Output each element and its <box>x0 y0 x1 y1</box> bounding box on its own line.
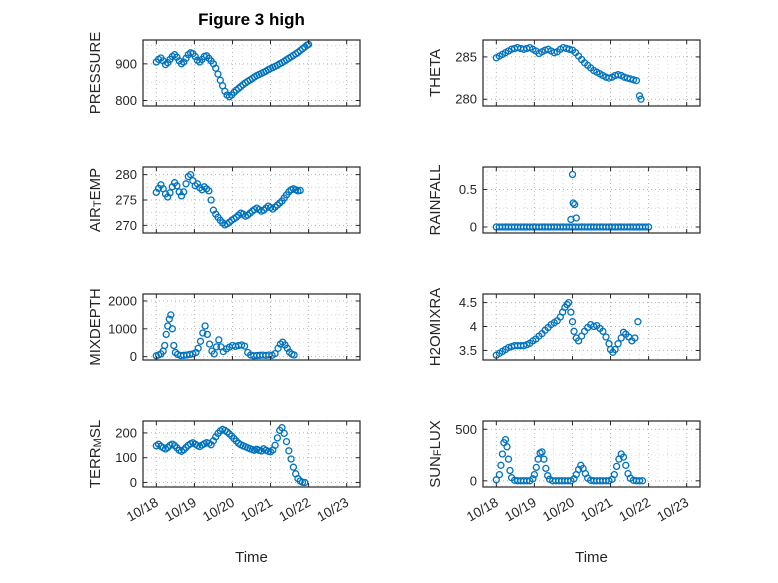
y-tick-label: 4 <box>470 319 477 334</box>
subplot-air-temp: 270 275 280 AIRTEMP <box>87 166 361 234</box>
x-tick-label: 10/18 <box>124 495 161 525</box>
scatter-series-h2omixra <box>492 298 642 359</box>
x-tick-label: 10/20 <box>540 495 577 525</box>
scatter-series-sun-flux <box>492 435 647 485</box>
time-label-left: Time <box>235 549 268 566</box>
figure-title: Figure 3 high <box>198 10 305 29</box>
y-tick-label: 0 <box>130 349 137 364</box>
x-tick-label: 10/18 <box>464 495 501 525</box>
grid-lines <box>143 421 360 487</box>
scatter-series-rainfall <box>492 170 653 231</box>
y-tick-label: 280 <box>115 167 137 182</box>
grid-lines <box>483 40 700 106</box>
axis-box <box>482 39 701 107</box>
time-label-right: Time <box>575 549 608 566</box>
subplot-h2omixra: 3.5 4 4.5 H2OMIXRA <box>427 288 701 366</box>
y-axis-label-theta: THETA <box>427 49 444 97</box>
tick-marks <box>483 40 700 106</box>
axis-box <box>482 420 701 488</box>
y-tick-label: 3.5 <box>459 343 477 358</box>
axis-box <box>142 39 361 107</box>
y-tick-label: 280 <box>455 92 477 107</box>
y-tick-label: 0 <box>470 473 477 488</box>
x-tick-label: 10/23 <box>314 495 351 525</box>
y-tick-label: 4.5 <box>459 295 477 310</box>
subplot-rainfall: 0 0.5 RAINFALL <box>427 165 701 236</box>
y-axis-label-mixdepth: MIXDEPTH <box>87 288 104 366</box>
x-tick-label: 10/22 <box>616 495 653 525</box>
subplot-theta: 280 285 THETA <box>427 39 701 107</box>
x-tick-label: 10/20 <box>200 495 237 525</box>
y-tick-label: 270 <box>115 218 137 233</box>
y-tick-label: 285 <box>455 49 477 64</box>
subplot-pressure: 800 900 PRESSURE <box>87 32 361 115</box>
scatter-series-pressure <box>152 40 313 101</box>
x-tick-label: 10/19 <box>502 495 539 525</box>
y-axis-label-air-temp: AIRTEMP <box>87 168 105 232</box>
y-tick-label: 275 <box>115 193 137 208</box>
scatter-series-theta <box>492 43 645 103</box>
y-tick-label: 500 <box>455 422 477 437</box>
x-tick-label: 10/23 <box>654 495 691 525</box>
subplot-terr-msl: 0 100 200 10/18 10/19 10/20 10/21 10/22 10/23 TER… <box>87 420 361 525</box>
y-tick-label: 2000 <box>108 293 137 308</box>
x-tick-label: 10/21 <box>578 495 615 525</box>
y-axis-label-sun-flux: SUNFLUX <box>427 420 445 488</box>
tick-marks <box>143 40 360 106</box>
y-tick-label: 900 <box>115 56 137 71</box>
subplot-mixdepth: 0 1000 2000 MIXDEPTH <box>87 288 361 366</box>
tick-marks <box>143 421 360 487</box>
y-tick-label: 0 <box>470 220 477 235</box>
tick-marks <box>483 294 700 360</box>
y-tick-label: 0 <box>130 475 137 490</box>
axis-box <box>142 293 361 361</box>
scatter-series-terr-msl <box>152 424 309 487</box>
y-tick-label: 1000 <box>108 321 137 336</box>
y-tick-label: 100 <box>115 450 137 465</box>
x-tick-label: 10/21 <box>238 495 275 525</box>
tick-marks <box>143 294 360 360</box>
tick-marks <box>483 167 700 233</box>
x-tick-label: 10/19 <box>162 495 199 525</box>
grid-lines <box>483 167 700 233</box>
y-tick-label: 0.5 <box>459 182 477 197</box>
scatter-series-air-temp <box>152 170 304 229</box>
subplot-sun-flux: 0 500 10/18 10/19 10/20 10/21 10/22 10/23 SUNFLU… <box>427 420 701 524</box>
y-axis-label-pressure: PRESSURE <box>87 32 104 115</box>
y-axis-label-h2omixra: H2OMIXRA <box>427 288 444 366</box>
tick-marks <box>483 421 700 487</box>
y-axis-label-terr-msl: TERRMSL <box>87 420 105 488</box>
y-axis-label-rainfall: RAINFALL <box>427 165 444 236</box>
axis-box <box>482 166 701 234</box>
y-tick-label: 200 <box>115 425 137 440</box>
y-tick-label: 800 <box>115 93 137 108</box>
axis-box <box>142 420 361 488</box>
x-tick-label: 10/22 <box>276 495 313 525</box>
tick-marks <box>143 167 360 233</box>
scatter-series-mixdepth <box>152 311 298 360</box>
